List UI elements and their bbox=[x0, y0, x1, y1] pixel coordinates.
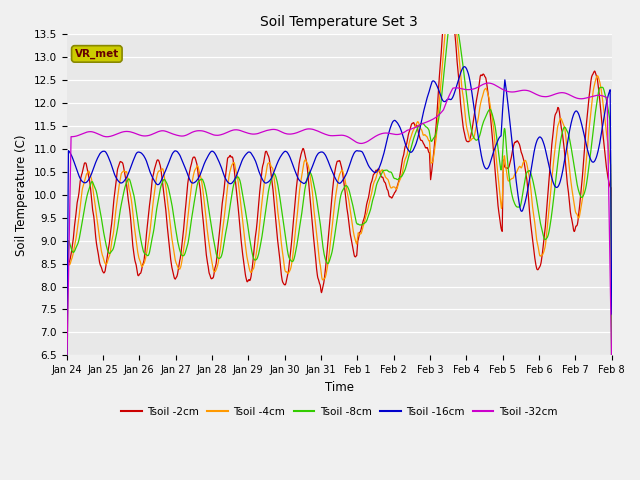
Tsoil -32cm bbox=[495, 84, 503, 90]
Tsoil -4cm bbox=[171, 253, 179, 259]
Tsoil -16cm bbox=[543, 155, 551, 161]
X-axis label: Time: Time bbox=[324, 381, 354, 394]
Tsoil -2cm bbox=[608, 340, 616, 346]
Tsoil -4cm bbox=[543, 225, 551, 230]
Tsoil -16cm bbox=[424, 94, 431, 99]
Title: Soil Temperature Set 3: Soil Temperature Set 3 bbox=[260, 15, 418, 29]
Tsoil -4cm bbox=[608, 368, 616, 373]
Tsoil -2cm bbox=[245, 277, 253, 283]
Tsoil -16cm bbox=[63, 399, 70, 405]
Line: Tsoil -16cm: Tsoil -16cm bbox=[67, 67, 612, 402]
Tsoil -2cm bbox=[63, 396, 70, 401]
Y-axis label: Soil Temperature (C): Soil Temperature (C) bbox=[15, 134, 28, 255]
Tsoil -4cm bbox=[495, 184, 503, 190]
Tsoil -32cm bbox=[63, 382, 70, 387]
Tsoil -16cm bbox=[171, 148, 179, 154]
Tsoil -32cm bbox=[543, 94, 551, 99]
Tsoil -32cm bbox=[184, 132, 191, 137]
Tsoil -32cm bbox=[484, 80, 492, 86]
Tsoil -32cm bbox=[424, 119, 431, 124]
Tsoil -8cm bbox=[608, 417, 616, 422]
Tsoil -16cm bbox=[184, 172, 191, 178]
Tsoil -8cm bbox=[495, 155, 503, 161]
Tsoil -8cm bbox=[543, 235, 551, 240]
Tsoil -4cm bbox=[184, 215, 191, 221]
Tsoil -2cm bbox=[424, 145, 431, 151]
Text: VR_met: VR_met bbox=[75, 49, 119, 59]
Tsoil -8cm bbox=[451, 15, 458, 21]
Line: Tsoil -2cm: Tsoil -2cm bbox=[67, 0, 612, 398]
Tsoil -4cm bbox=[245, 263, 253, 269]
Tsoil -32cm bbox=[171, 132, 179, 137]
Tsoil -32cm bbox=[608, 362, 616, 368]
Tsoil -16cm bbox=[608, 311, 616, 317]
Line: Tsoil -8cm: Tsoil -8cm bbox=[67, 18, 612, 480]
Tsoil -16cm bbox=[245, 149, 253, 155]
Tsoil -16cm bbox=[460, 64, 468, 70]
Tsoil -32cm bbox=[245, 131, 253, 136]
Tsoil -2cm bbox=[184, 180, 191, 186]
Tsoil -2cm bbox=[543, 199, 551, 204]
Tsoil -2cm bbox=[171, 276, 179, 281]
Tsoil -2cm bbox=[495, 212, 503, 217]
Tsoil -8cm bbox=[245, 230, 253, 236]
Tsoil -8cm bbox=[424, 125, 431, 131]
Line: Tsoil -32cm: Tsoil -32cm bbox=[67, 83, 612, 384]
Legend: Tsoil -2cm, Tsoil -4cm, Tsoil -8cm, Tsoil -16cm, Tsoil -32cm: Tsoil -2cm, Tsoil -4cm, Tsoil -8cm, Tsoi… bbox=[117, 402, 561, 420]
Tsoil -8cm bbox=[171, 219, 179, 225]
Tsoil -8cm bbox=[184, 241, 191, 247]
Tsoil -4cm bbox=[424, 135, 431, 141]
Tsoil -16cm bbox=[495, 135, 503, 141]
Line: Tsoil -4cm: Tsoil -4cm bbox=[67, 0, 612, 480]
